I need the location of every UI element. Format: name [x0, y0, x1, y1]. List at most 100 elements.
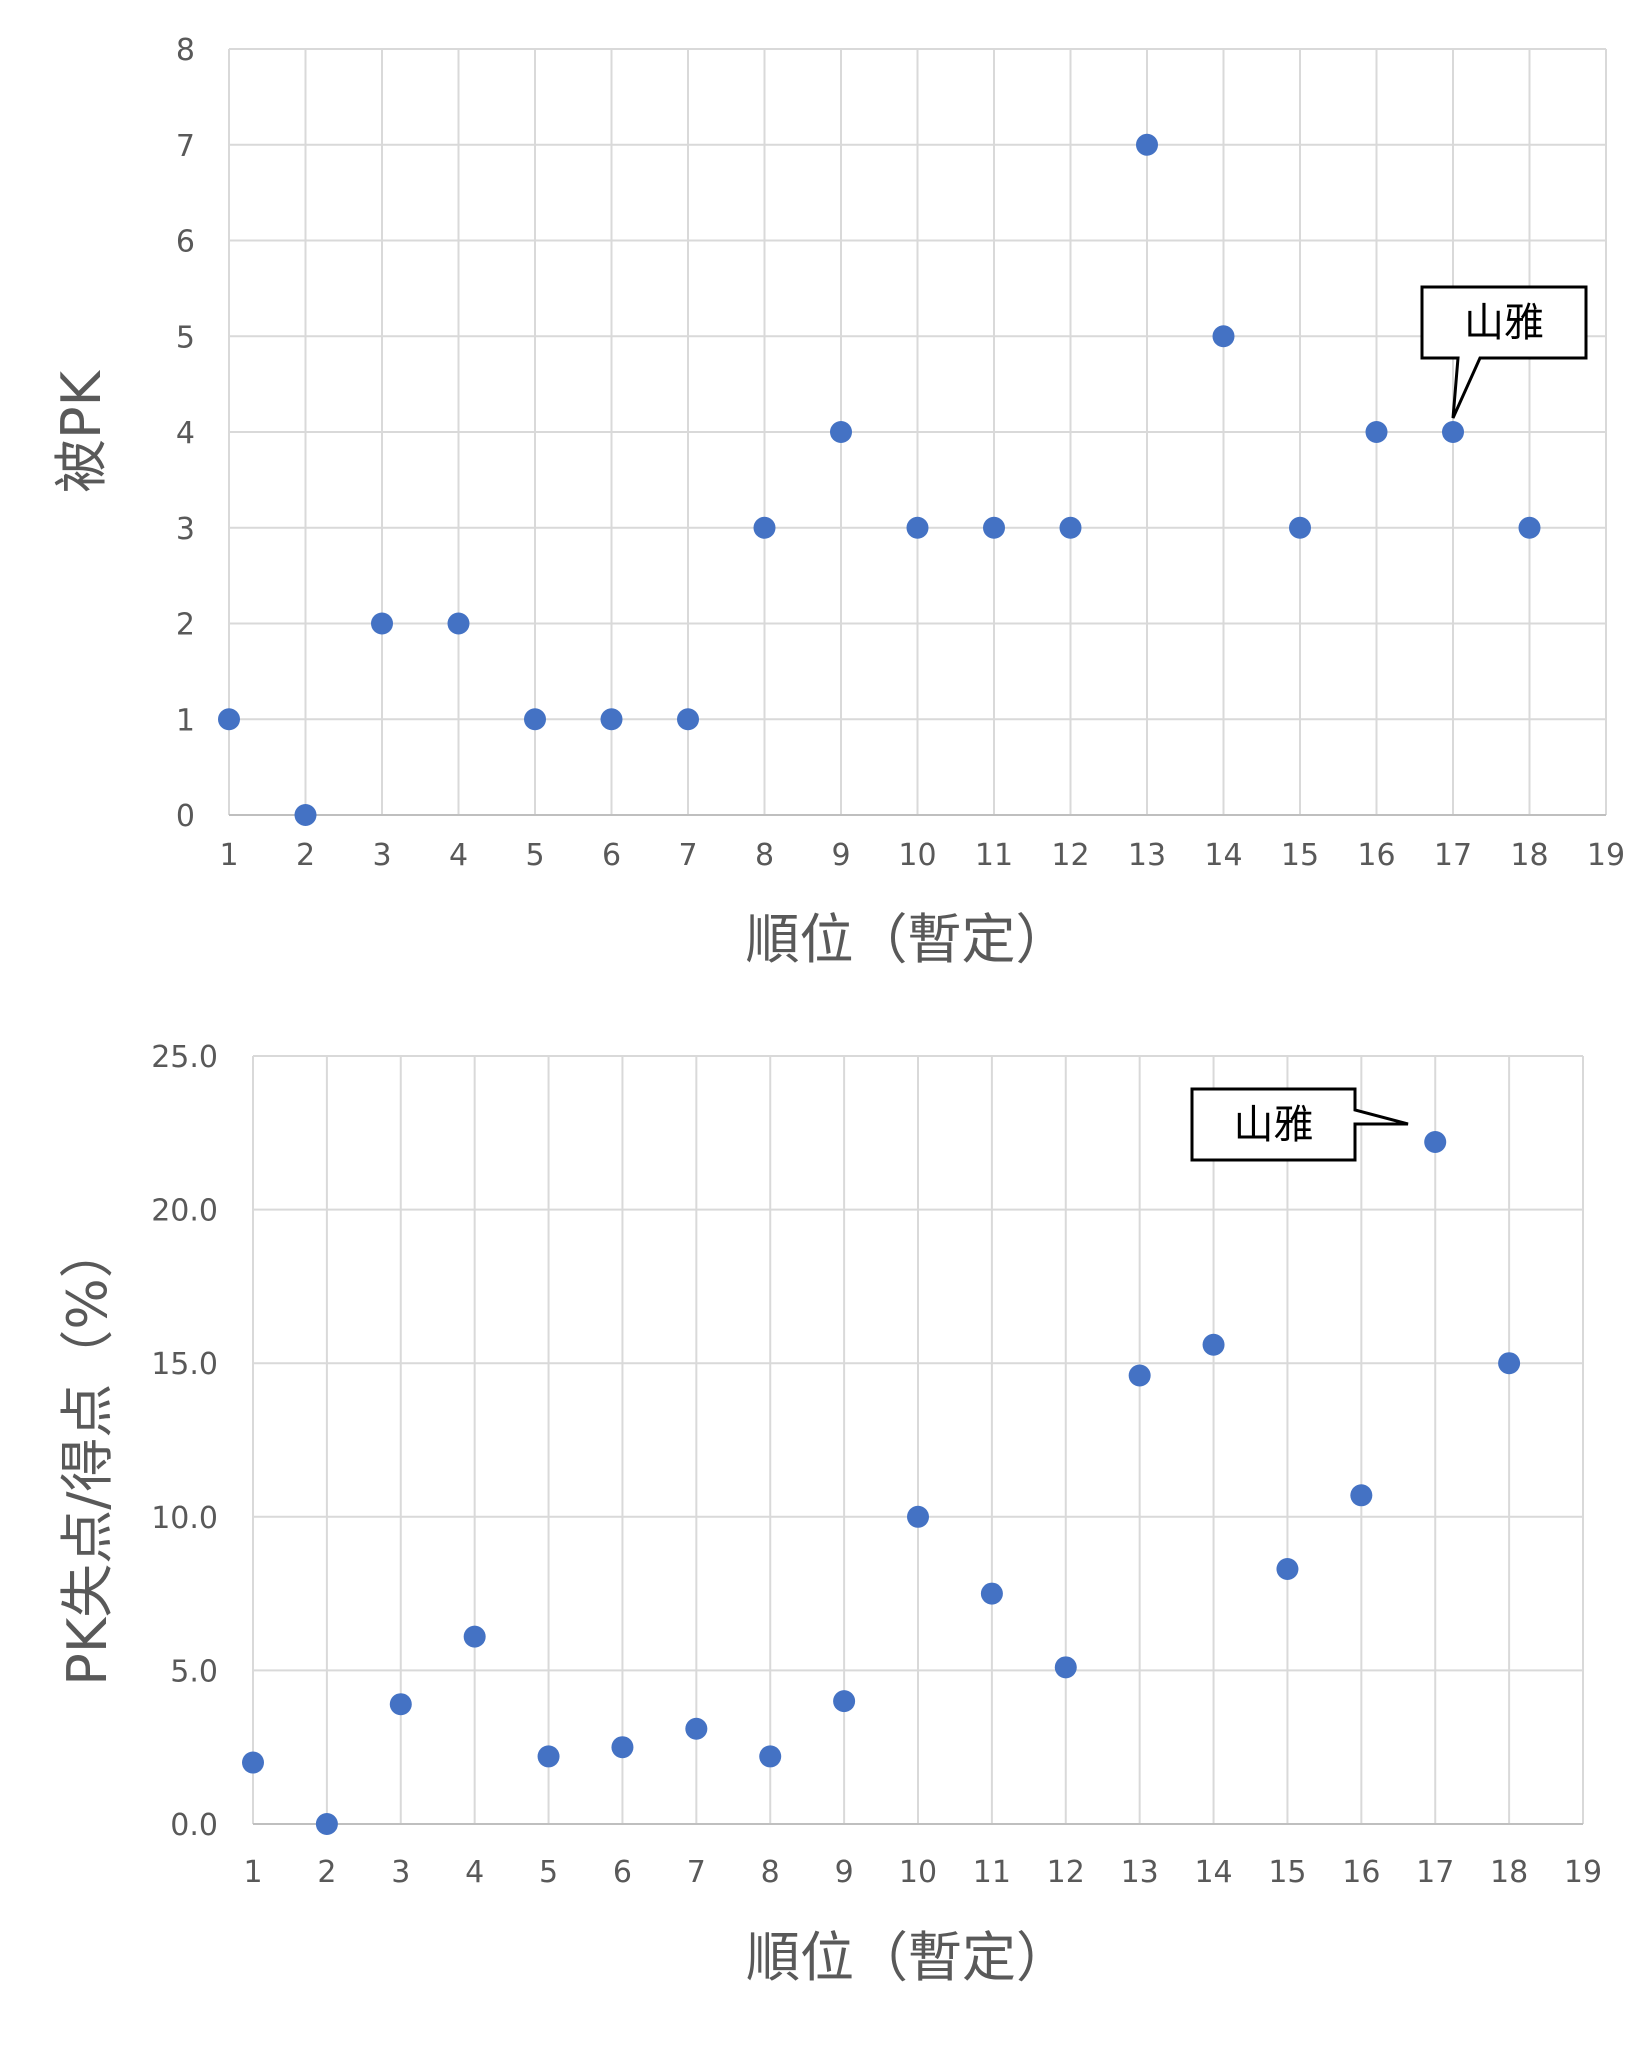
data-point	[1424, 1131, 1447, 1154]
data-point	[1212, 325, 1235, 348]
data-point	[218, 708, 240, 731]
data-point	[685, 1717, 708, 1740]
data-point	[1365, 421, 1388, 443]
y-tick-label: 1	[176, 703, 195, 738]
x-tick-label: 19	[1587, 838, 1625, 873]
x-tick-label: 15	[1281, 838, 1319, 873]
x-tick-label: 14	[1194, 1855, 1232, 1890]
data-point	[1202, 1333, 1225, 1356]
callout-box	[1420, 285, 1588, 419]
x-tick-label: 5	[539, 1855, 558, 1890]
data-point	[1518, 516, 1541, 539]
x-tick-label: 14	[1204, 838, 1242, 873]
data-point	[537, 1745, 560, 1768]
x-tick-label: 8	[761, 1855, 780, 1890]
x-tick-label: 10	[898, 838, 936, 873]
x-tick-label: 4	[449, 838, 468, 873]
data-point	[371, 612, 393, 635]
y-tick-label: 20.0	[151, 1194, 218, 1229]
y-tick-label: 6	[176, 225, 195, 260]
data-point	[294, 804, 317, 826]
data-point	[759, 1745, 782, 1768]
data-point	[315, 1813, 338, 1835]
callout-annotation: 山雅	[1420, 285, 1588, 419]
x-tick-label: 9	[835, 1855, 854, 1890]
x-tick-label: 7	[687, 1855, 706, 1890]
x-tick-label: 11	[973, 1855, 1011, 1890]
x-tick-label: 6	[613, 1855, 632, 1890]
data-point	[524, 708, 546, 731]
y-tick-label: 5	[176, 320, 195, 355]
data-point	[1498, 1352, 1521, 1375]
data-point	[242, 1751, 264, 1774]
x-tick-label: 12	[1047, 1855, 1085, 1890]
x-tick-label: 18	[1510, 838, 1548, 873]
data-point	[1276, 1558, 1299, 1581]
data-point	[463, 1625, 486, 1648]
data-point	[833, 1690, 856, 1713]
y-tick-label: 5.0	[170, 1654, 218, 1689]
y-tick-label: 8	[176, 33, 195, 68]
x-tick-label: 3	[391, 1855, 410, 1890]
x-tick-label: 5	[525, 838, 544, 873]
x-axis-title: 順位（暫定）	[746, 1926, 1070, 1989]
data-point	[980, 1582, 1003, 1605]
data-point	[906, 516, 929, 539]
data-point	[753, 516, 776, 539]
y-axis-title: 被PK	[50, 369, 113, 493]
data-point	[1350, 1484, 1373, 1507]
data-point	[830, 421, 852, 443]
x-tick-label: 1	[243, 1855, 262, 1890]
data-point	[1136, 133, 1158, 156]
callout-annotation: 山雅	[1190, 1087, 1409, 1162]
data-point	[677, 708, 699, 731]
x-tick-label: 4	[465, 1855, 484, 1890]
y-tick-label: 15.0	[151, 1347, 218, 1382]
y-tick-label: 0.0	[170, 1808, 218, 1843]
y-tick-label: 2	[176, 608, 195, 643]
x-tick-label: 7	[678, 838, 697, 873]
x-tick-label: 3	[372, 838, 391, 873]
x-tick-label: 12	[1051, 838, 1089, 873]
x-tick-label: 17	[1434, 838, 1472, 873]
y-tick-label: 25.0	[151, 1040, 218, 1075]
x-tick-label: 1	[219, 838, 238, 873]
x-tick-label: 2	[296, 838, 315, 873]
chart-penalties-conceded: 1 2 3 4 5 6 7 8 9 10 11 12 13 14 15 16 17 18 19012345678順位…	[50, 33, 1625, 971]
callout-label: 山雅	[1234, 1102, 1314, 1148]
y-tick-label: 3	[176, 512, 195, 547]
data-point	[983, 516, 1005, 539]
data-point	[600, 708, 623, 731]
data-point	[1059, 516, 1082, 539]
data-point	[1128, 1364, 1151, 1387]
x-axis-title: 順位（暫定）	[746, 908, 1070, 971]
callout-label: 山雅	[1464, 300, 1544, 346]
x-tick-label: 19	[1564, 1855, 1602, 1890]
y-tick-label: 0	[176, 799, 195, 834]
x-tick-label: 15	[1268, 1855, 1306, 1890]
x-tick-label: 8	[755, 838, 774, 873]
x-tick-label: 9	[831, 838, 850, 873]
x-tick-label: 18	[1490, 1855, 1528, 1890]
data-point	[611, 1736, 634, 1759]
x-tick-label: 16	[1342, 1855, 1380, 1890]
x-tick-label: 11	[975, 838, 1013, 873]
x-tick-label: 10	[899, 1855, 937, 1890]
y-tick-label: 10.0	[151, 1501, 218, 1536]
data-point	[1442, 421, 1464, 443]
x-tick-label: 6	[602, 838, 621, 873]
y-tick-label: 7	[176, 129, 195, 164]
data-point	[1289, 516, 1311, 539]
data-point	[1054, 1656, 1077, 1679]
x-tick-label: 13	[1128, 838, 1166, 873]
y-axis-title: PK失点/得点（%）	[56, 1224, 119, 1685]
x-tick-label: 17	[1416, 1855, 1454, 1890]
data-point	[907, 1505, 929, 1528]
callout-box	[1190, 1087, 1409, 1162]
data-point	[389, 1693, 412, 1716]
chart-pk-concede-ratio: 1 2 3 4 5 6 7 8 9 10 11 12 13 14 15 16 17 18 190.05.010.01…	[56, 1040, 1602, 1989]
x-tick-label: 2	[317, 1855, 336, 1890]
x-tick-label: 13	[1121, 1855, 1159, 1890]
y-tick-label: 4	[176, 416, 195, 451]
